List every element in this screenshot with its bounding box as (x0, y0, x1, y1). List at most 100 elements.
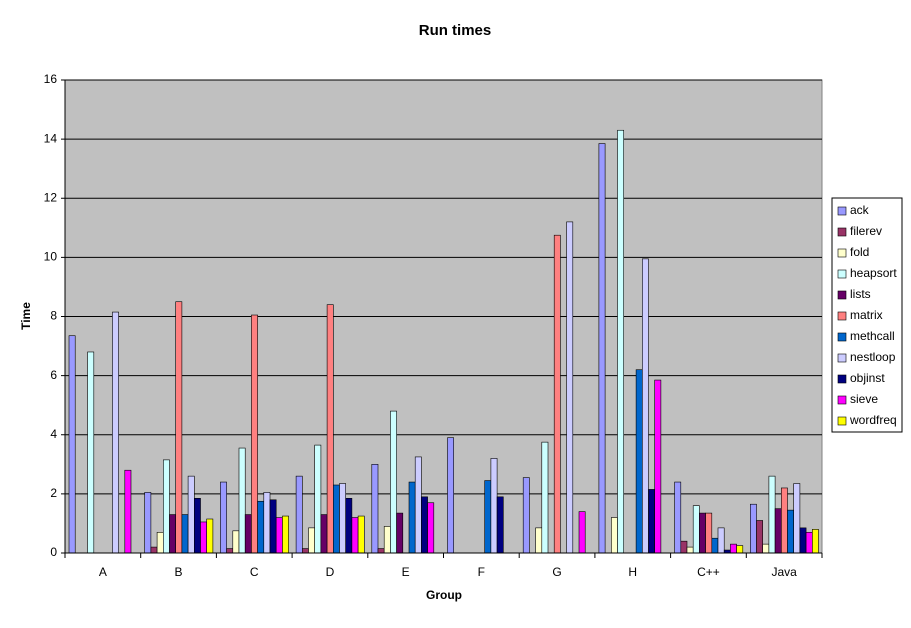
x-tick-label: B (175, 565, 183, 579)
bar (282, 515, 289, 554)
bar (711, 537, 719, 554)
bar (768, 475, 776, 554)
bar (774, 508, 782, 554)
x-tick-label: A (99, 565, 107, 579)
legend-swatch (837, 269, 847, 279)
bar (674, 481, 682, 554)
bar (156, 532, 164, 554)
x-tick-label: Java (771, 565, 797, 579)
y-tick-label: 6 (50, 368, 57, 382)
bar (87, 351, 95, 554)
y-tick-label: 14 (44, 131, 58, 145)
bar (308, 527, 315, 554)
bar (805, 532, 813, 554)
legend-swatch (837, 227, 847, 237)
x-tick-label: C++ (697, 565, 720, 579)
bar (793, 483, 801, 554)
bar (535, 527, 543, 554)
bar (541, 441, 549, 554)
bar (566, 221, 574, 554)
bar (263, 492, 271, 554)
legend-label: nestloop (850, 350, 896, 364)
legend-label: objinst (850, 371, 885, 385)
bar (357, 515, 365, 554)
bar (686, 546, 694, 554)
x-tick-label: E (402, 565, 410, 579)
y-tick-label: 4 (50, 427, 57, 441)
bar (717, 527, 725, 554)
bar (641, 258, 649, 554)
legend-swatch (837, 206, 847, 216)
bar (699, 512, 706, 554)
legend-label: matrix (850, 308, 883, 322)
x-tick-label: F (478, 565, 485, 579)
bar (314, 444, 322, 554)
bar (617, 129, 624, 554)
bar (811, 529, 819, 554)
legend-swatch (837, 248, 847, 258)
bar (780, 487, 788, 554)
legend-label: heapsort (850, 266, 897, 280)
bar (163, 459, 170, 554)
legend-swatch (837, 374, 847, 384)
bar (414, 456, 422, 554)
bar (320, 514, 328, 554)
legend-label: wordfreq (849, 413, 897, 427)
bar (408, 481, 416, 554)
x-tick-label: H (628, 565, 637, 579)
bar (396, 512, 404, 554)
bar (787, 509, 794, 554)
legend-label: lists (850, 287, 871, 301)
legend-label: sieve (850, 392, 878, 406)
bar (736, 545, 744, 554)
bar (175, 301, 183, 554)
bar (220, 481, 227, 554)
bar (301, 548, 309, 554)
bar (345, 498, 353, 554)
bar (756, 520, 763, 554)
bar (377, 548, 385, 554)
bar (692, 505, 700, 554)
bar (371, 464, 379, 554)
legend-swatch (837, 311, 847, 321)
legend-swatch (837, 395, 847, 405)
bar (181, 514, 189, 554)
bar (610, 517, 618, 554)
bar (226, 548, 234, 554)
bar (68, 335, 76, 554)
bar (749, 503, 757, 554)
bar (295, 475, 303, 554)
legend-swatch (837, 416, 847, 426)
chart-title: Run times (419, 22, 492, 39)
legend-label: filerev (850, 224, 882, 238)
bar (427, 502, 435, 554)
x-tick-label: D (326, 565, 335, 579)
legend-label: ack (850, 203, 870, 217)
bar (351, 517, 359, 554)
bar (124, 469, 132, 554)
bar (326, 304, 334, 554)
bar (251, 314, 258, 554)
bar (244, 514, 252, 554)
bar (194, 498, 201, 554)
y-tick-label: 0 (50, 545, 57, 559)
bar (553, 234, 561, 554)
y-tick-label: 16 (44, 72, 58, 86)
bar (269, 499, 277, 554)
x-tick-label: C (250, 565, 259, 579)
bar (705, 512, 713, 554)
bar (332, 484, 340, 554)
bar (232, 530, 240, 554)
bar (635, 369, 643, 554)
bar (648, 489, 655, 554)
bar (383, 526, 391, 554)
bar (522, 477, 530, 554)
x-axis-label: Group (426, 588, 462, 602)
legend-swatch (837, 332, 847, 342)
bar (496, 496, 504, 554)
bar (799, 527, 807, 554)
bar (680, 540, 688, 554)
bar (484, 480, 492, 554)
y-tick-label: 10 (44, 250, 58, 264)
